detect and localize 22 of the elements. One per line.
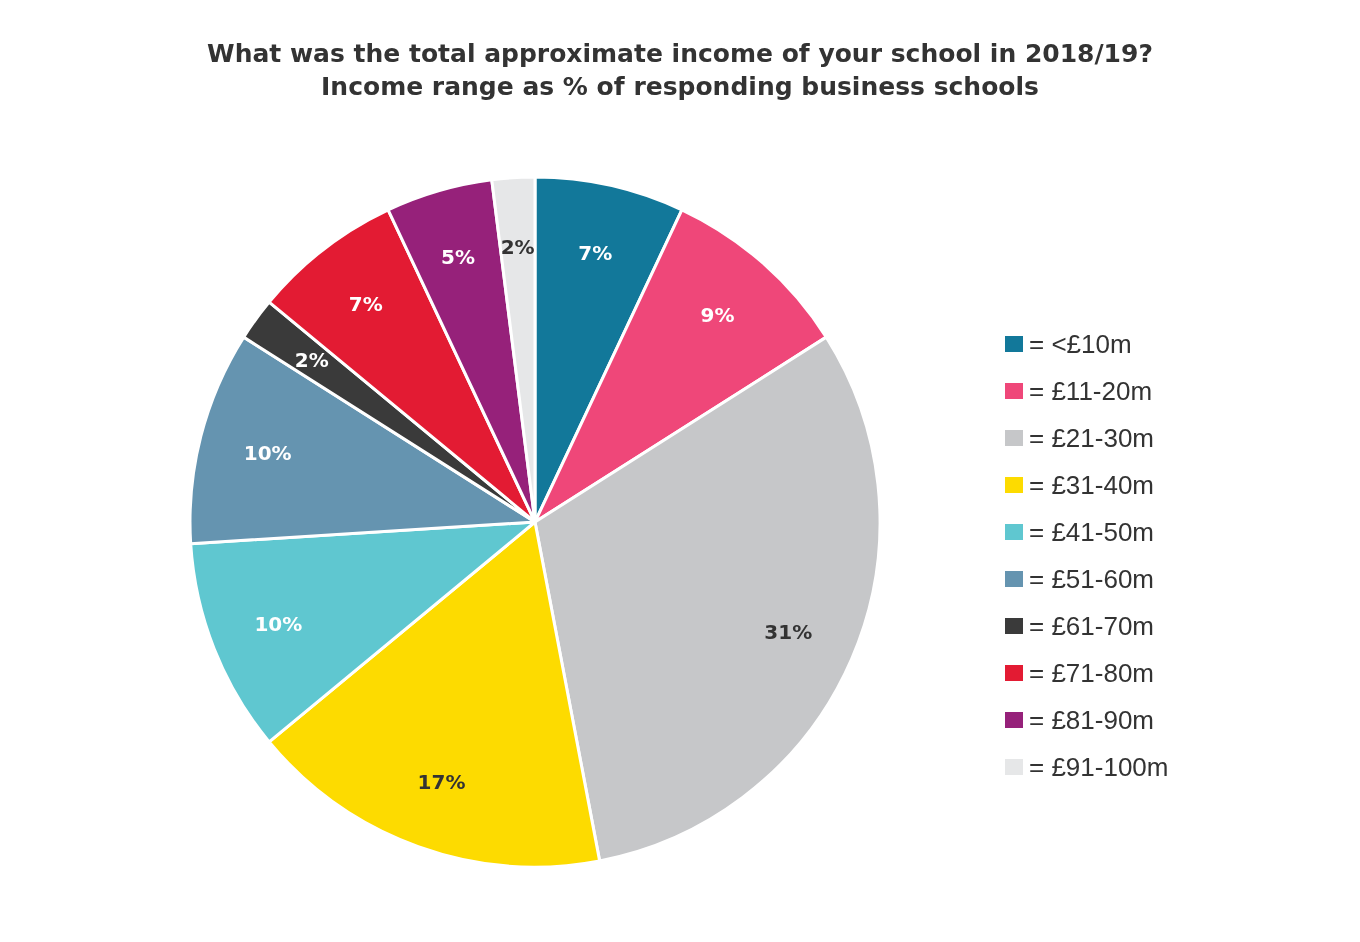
legend-label: = £21-30m [1029,423,1155,453]
legend-label: = £31-40m [1029,470,1155,500]
data-label: 9% [700,302,735,327]
legend-label: = £81-90m [1029,705,1155,735]
chart-title: What was the total approximate income of your school in 2018/19? [207,39,1153,68]
legend-label: = £61-70m [1029,611,1155,641]
legend-label: = <£10m [1029,329,1132,359]
legend-label: = £11-20m [1029,376,1153,406]
data-label: 31% [764,619,813,644]
chart-subtitle: Income range as % of responding business schools [321,72,1039,101]
legend-label: = £51-60m [1029,564,1155,594]
data-label: 10% [243,441,292,466]
legend-label: = £41-50m [1029,517,1155,547]
data-label: 17% [417,769,466,794]
data-label: 5% [441,244,475,269]
data-label: 2% [294,347,329,372]
data-label: 10% [254,611,303,636]
data-label: 7% [578,240,613,265]
data-label: 2% [500,234,535,259]
data-label: 7% [348,291,383,316]
legend-label: = £91-100m [1029,752,1169,782]
legend-label: = £71-80m [1029,658,1155,688]
